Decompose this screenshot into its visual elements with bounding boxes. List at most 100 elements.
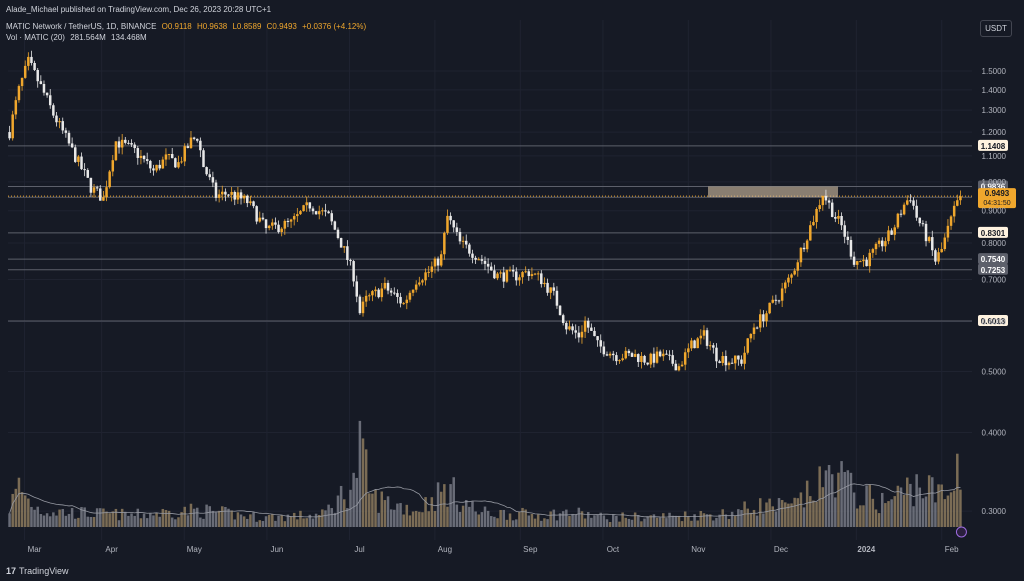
candle-body <box>117 141 121 148</box>
candle-body <box>746 338 749 353</box>
volume-bar <box>605 519 609 527</box>
candle-body <box>455 227 459 232</box>
candle-body <box>167 154 171 156</box>
candle-body <box>430 266 434 272</box>
volume-bar <box>439 491 443 527</box>
volume-bar <box>299 510 302 527</box>
volume-bar <box>771 506 775 527</box>
candle-body <box>99 188 102 201</box>
volume-bar <box>505 519 509 527</box>
candle-body <box>83 169 86 171</box>
candle-body <box>815 208 818 223</box>
candle-body <box>496 273 499 279</box>
candle-body <box>483 260 487 264</box>
candle-body <box>693 340 696 349</box>
volume-bar <box>246 518 249 527</box>
candle-body <box>52 105 55 116</box>
volume-bar <box>834 497 837 527</box>
candle-body <box>874 243 878 250</box>
volume-bar <box>149 513 152 527</box>
volume-bar <box>896 485 900 527</box>
candle-body <box>949 216 953 226</box>
candle-body <box>902 204 906 215</box>
volume-bar <box>349 489 352 527</box>
volume-bar <box>455 504 459 527</box>
volume-bar <box>543 518 546 527</box>
volume-bar <box>330 508 333 527</box>
candle-body <box>762 314 765 322</box>
candle-body <box>915 205 918 218</box>
price-axis: 1.5000 1.4000 1.3000 1.2000 1.1000 1.0000 0.90… <box>982 67 1007 516</box>
volume-bar <box>533 518 537 527</box>
volume-bar <box>931 477 934 527</box>
candle-body <box>727 362 731 366</box>
volume-bar <box>696 520 699 527</box>
currency-button[interactable]: USDT <box>980 20 1012 37</box>
candle-body <box>58 121 61 123</box>
candle-body <box>533 273 537 275</box>
candle-body <box>233 191 237 200</box>
level-tag <box>978 315 1008 327</box>
candle-body <box>33 63 36 70</box>
candle-body <box>605 354 609 356</box>
candle-body <box>333 221 337 230</box>
candle-body <box>120 139 124 148</box>
candle-body <box>402 303 405 305</box>
volume-bar <box>877 513 881 527</box>
candle-body <box>611 353 615 356</box>
candle-body <box>302 205 305 212</box>
volume-bar <box>252 512 255 527</box>
volume-label: Vol · MATIC (20) <box>6 33 65 42</box>
volume-bar <box>824 470 828 527</box>
candle-body <box>17 86 21 101</box>
volume-bar <box>283 521 287 527</box>
candle-body <box>464 240 468 245</box>
candle-body <box>590 327 593 331</box>
time-tick-label: 2024 <box>857 545 875 554</box>
volume-bar <box>418 511 421 527</box>
candle-body <box>924 223 928 242</box>
volume-bar <box>48 516 52 527</box>
candle-body <box>515 271 518 281</box>
candle-body <box>389 290 393 293</box>
candle-body <box>208 174 211 178</box>
volume-bar <box>421 512 424 527</box>
candle-body <box>593 330 596 337</box>
volume-bar <box>552 509 556 527</box>
volume-bar <box>718 514 721 527</box>
candle-body <box>73 147 77 162</box>
volume-bar <box>52 512 55 527</box>
candle-body <box>884 241 887 247</box>
volume-bar <box>239 514 243 527</box>
volume-bar <box>358 420 362 527</box>
candle-body <box>630 353 634 357</box>
lightning-icon <box>955 526 967 538</box>
candle-body <box>511 269 515 272</box>
volume-bar <box>558 513 562 527</box>
chart-grid <box>8 20 972 540</box>
volume-ma-value: 134.468M <box>111 33 147 42</box>
candle-body <box>346 246 349 260</box>
level-tag-label: 0.9836 <box>981 182 1006 191</box>
volume-bar <box>314 513 318 527</box>
candle-body <box>239 192 243 199</box>
candle-body <box>721 356 724 363</box>
volume-bar <box>884 503 887 527</box>
candle-body <box>311 208 315 212</box>
candle-body <box>324 210 327 212</box>
candle-body <box>127 142 130 144</box>
candle-body <box>837 215 840 219</box>
candle-body <box>805 240 809 250</box>
volume-bar <box>627 518 631 527</box>
volume-bar <box>36 506 39 527</box>
volume-bar <box>555 520 559 527</box>
volume-bar <box>827 465 831 527</box>
tradingview-branding[interactable]: 17 TradingView <box>6 566 69 576</box>
candle-body <box>436 258 440 266</box>
candle-body <box>505 270 509 282</box>
volume-bar <box>865 485 868 527</box>
volume-bar <box>95 508 99 527</box>
volume-bar <box>580 511 584 527</box>
volume-bar <box>655 517 659 527</box>
